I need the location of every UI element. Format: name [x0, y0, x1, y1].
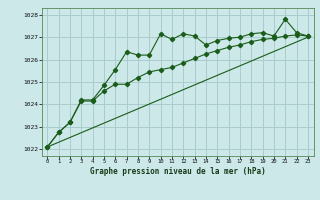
X-axis label: Graphe pression niveau de la mer (hPa): Graphe pression niveau de la mer (hPa)	[90, 167, 266, 176]
